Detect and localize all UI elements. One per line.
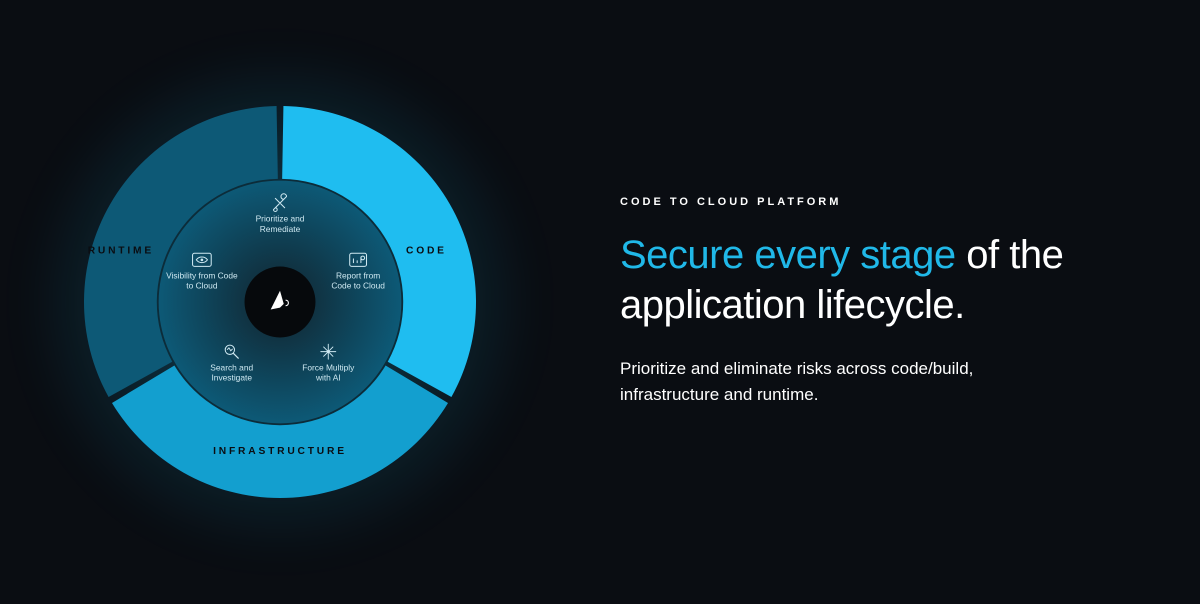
segment-label-infrastructure: INFRASTRUCTURE [213, 446, 347, 457]
lifecycle-diagram: Prioritize andRemediate Report fromCode t… [0, 0, 560, 604]
feature-label: Force Multiply [302, 362, 355, 372]
headline: Secure every stage of the application li… [620, 230, 1120, 330]
feature-label: Search and [210, 362, 253, 372]
segment-label-runtime: RUNTIME [88, 245, 154, 256]
segment-label-code: CODE [406, 245, 447, 256]
feature-label: with AI [315, 373, 341, 383]
feature-label: Prioritize and [256, 214, 305, 224]
text-column: CODE TO CLOUD PLATFORM Secure every stag… [560, 196, 1200, 409]
feature-label: Remediate [260, 224, 301, 234]
diagram-svg: Prioritize andRemediate Report fromCode t… [0, 22, 560, 582]
subcopy: Prioritize and eliminate risks across co… [620, 356, 1060, 409]
headline-accent: Secure every stage [620, 233, 956, 277]
feature-label: to Cloud [186, 281, 218, 291]
eyebrow: CODE TO CLOUD PLATFORM [620, 196, 1120, 208]
feature-label: Visibility from Code [166, 270, 238, 280]
feature-label: Code to Cloud [331, 281, 385, 291]
feature-label: Report from [336, 270, 380, 280]
feature-label: Investigate [211, 373, 252, 383]
